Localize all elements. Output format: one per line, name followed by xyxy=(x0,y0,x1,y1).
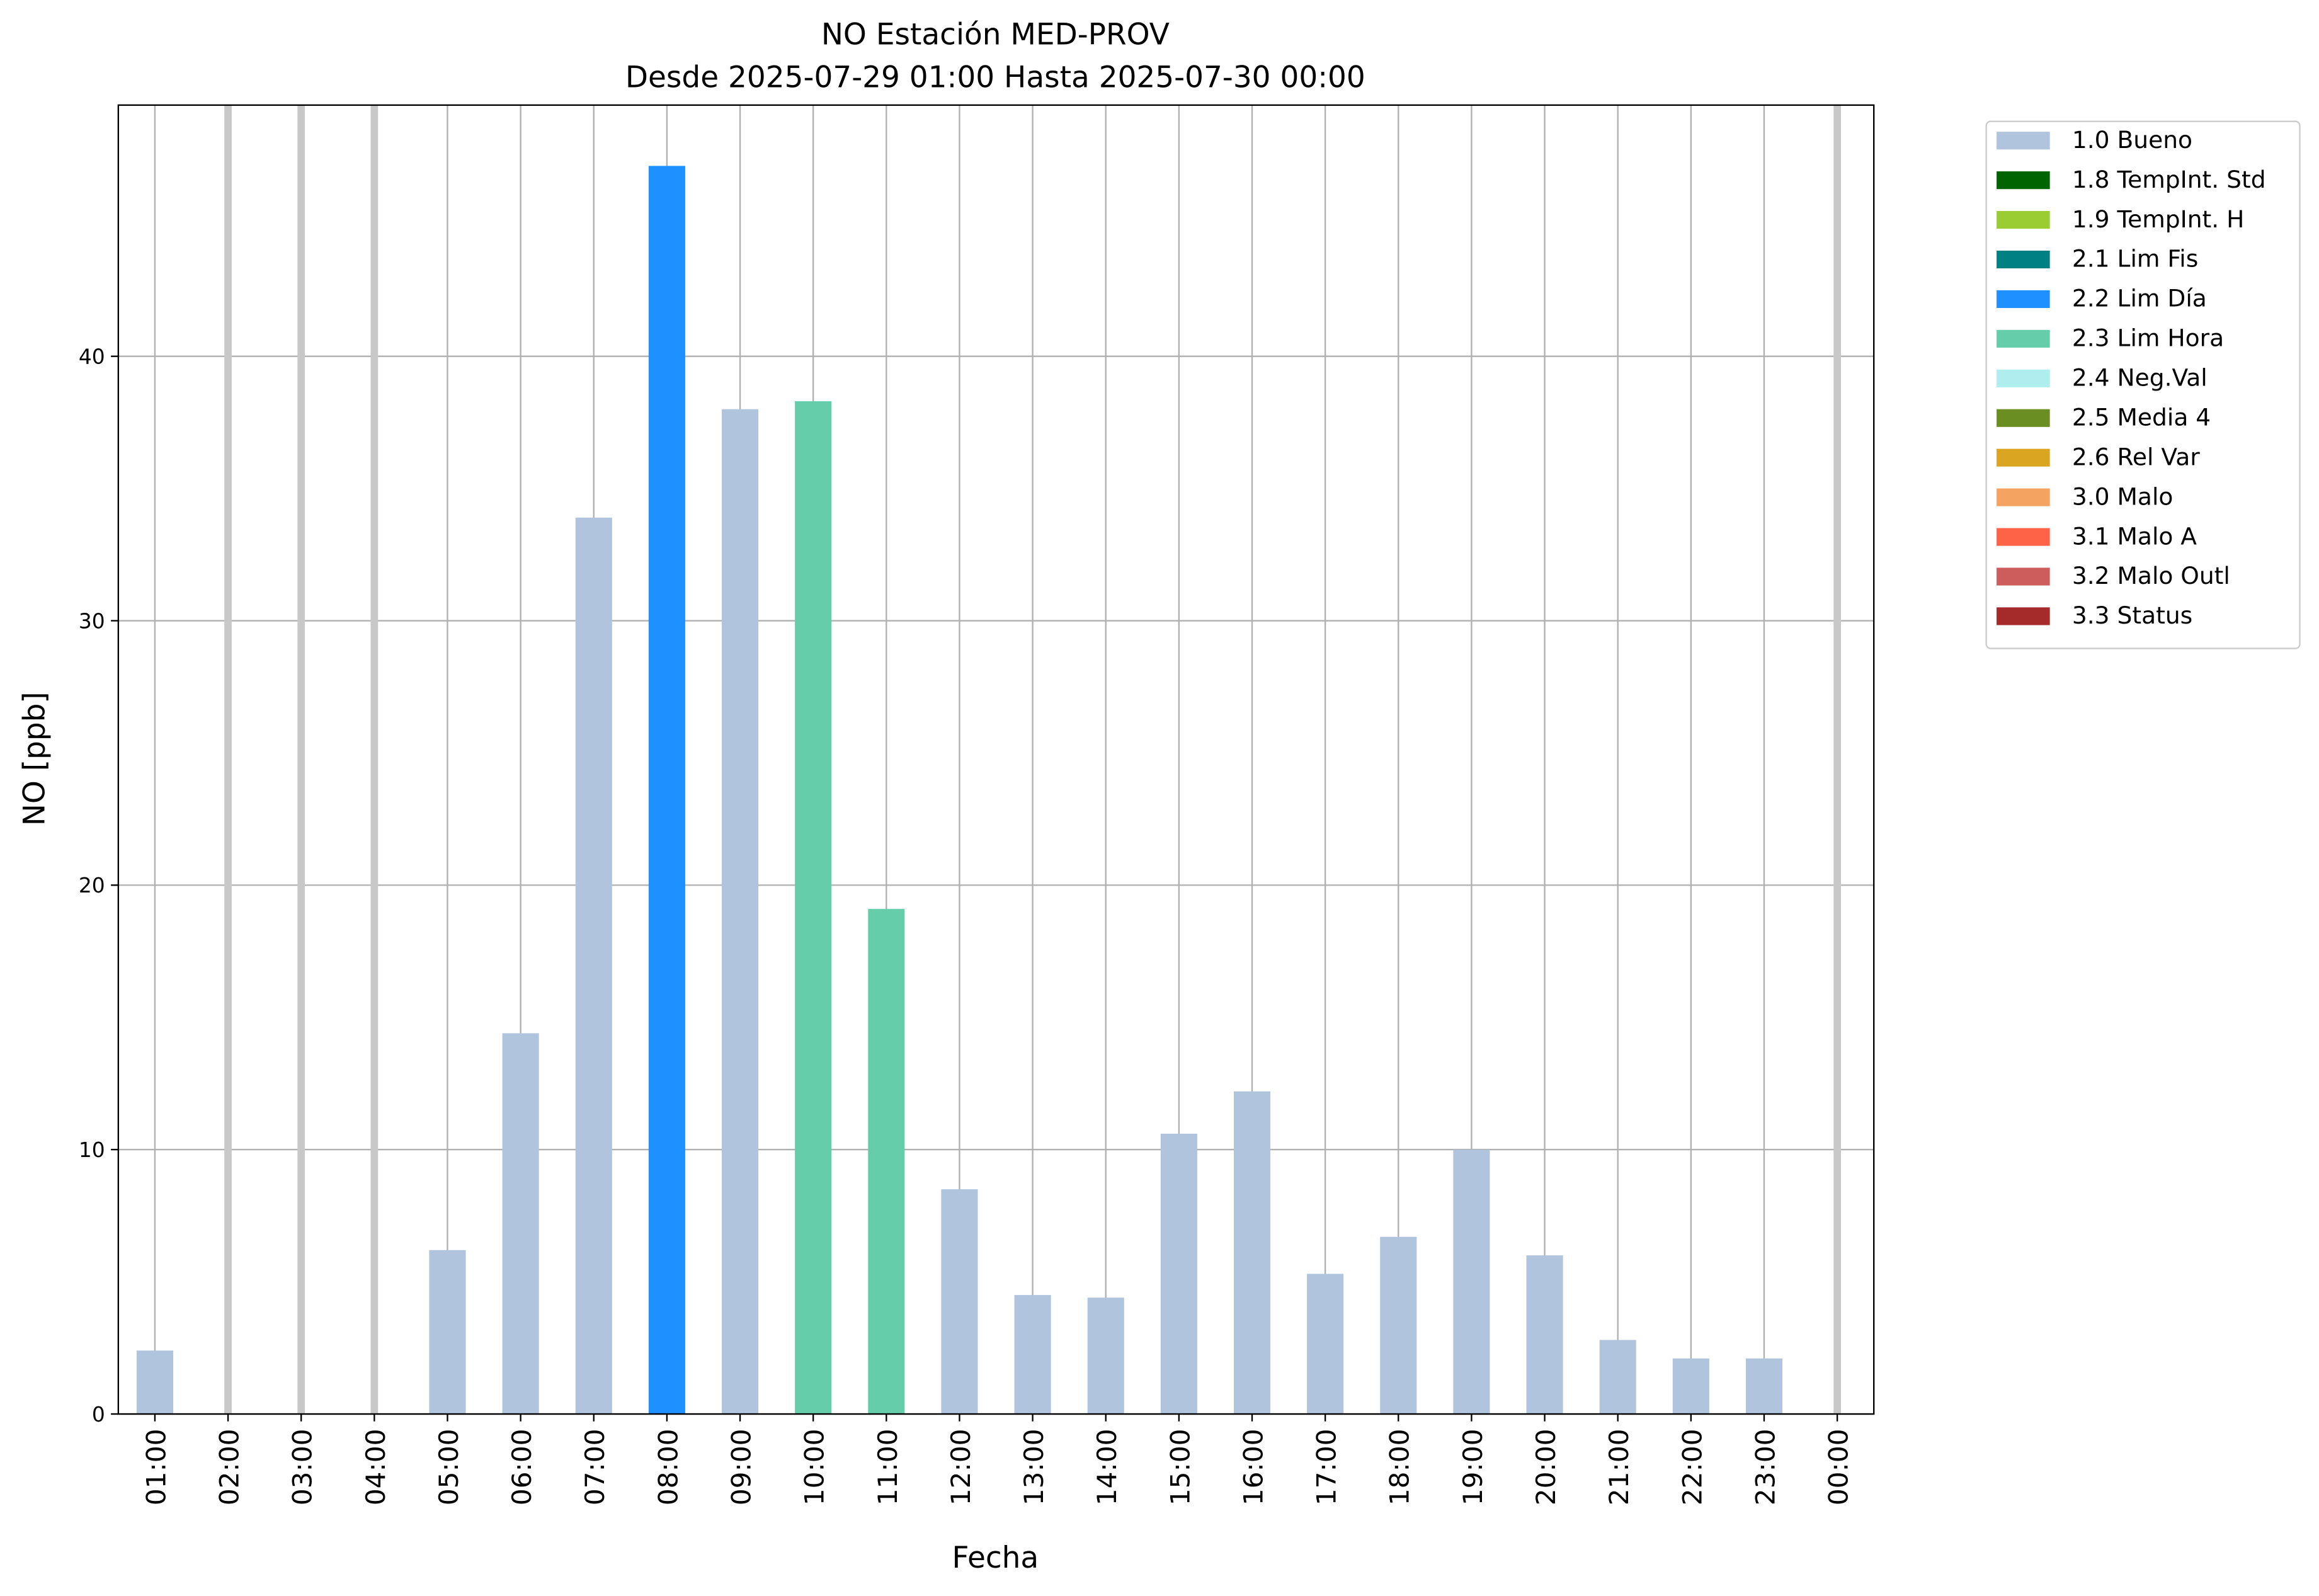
x-tick-label: 12:00 xyxy=(945,1429,976,1506)
x-tick-label: 08:00 xyxy=(652,1429,683,1506)
y-tick-label: 30 xyxy=(79,608,105,633)
x-tick-label: 07:00 xyxy=(579,1429,610,1506)
legend-swatch xyxy=(1997,448,2050,467)
bar xyxy=(136,1350,173,1415)
x-tick-label: 09:00 xyxy=(726,1429,756,1506)
legend-label: 2.3 Lim Hora xyxy=(2072,324,2224,352)
plot-frame xyxy=(117,104,1875,1415)
legend-label: 1.9 TempInt. H xyxy=(2072,205,2245,233)
legend-label: 2.5 Media 4 xyxy=(2072,403,2211,431)
legend-label: 2.2 Lim Día xyxy=(2072,285,2207,312)
y-tick-label: 20 xyxy=(79,873,105,898)
bar xyxy=(941,1189,978,1415)
x-tick-label: 04:00 xyxy=(360,1429,391,1506)
legend-swatch xyxy=(1997,607,2050,625)
legend-label: 3.2 Malo Outl xyxy=(2072,562,2230,590)
bar xyxy=(1233,1091,1271,1415)
legend-swatch xyxy=(1997,290,2050,309)
legend-swatch xyxy=(1997,488,2050,506)
bar xyxy=(1160,1134,1197,1415)
legend-swatch xyxy=(1997,132,2050,150)
y-tick-label: 40 xyxy=(79,344,105,368)
bar xyxy=(1453,1149,1490,1415)
x-tick-label: 19:00 xyxy=(1457,1429,1488,1506)
x-tick-label: 11:00 xyxy=(872,1429,903,1506)
bar xyxy=(575,517,612,1415)
legend-label: 2.1 Lim Fis xyxy=(2072,245,2198,273)
legend-swatch xyxy=(1997,528,2050,546)
bar xyxy=(868,909,905,1415)
bar xyxy=(1526,1255,1563,1415)
x-tick-label: 02:00 xyxy=(214,1429,245,1506)
bar xyxy=(722,409,759,1415)
x-tick-label: 14:00 xyxy=(1091,1429,1122,1506)
x-tick-label: 22:00 xyxy=(1677,1429,1707,1506)
x-tick-label: 06:00 xyxy=(506,1429,537,1506)
x-tick-label: 00:00 xyxy=(1823,1429,1854,1506)
bar xyxy=(1599,1340,1636,1415)
bar xyxy=(1307,1274,1344,1415)
legend-box xyxy=(1985,120,2301,649)
x-tick-label: 03:00 xyxy=(287,1429,318,1506)
legend-label: 2.4 Neg.Val xyxy=(2072,364,2208,392)
legend-label: 3.3 Status xyxy=(2072,601,2192,629)
legend-swatch xyxy=(1997,409,2050,427)
x-axis-label: Fecha xyxy=(952,1541,1039,1575)
x-tick-label: 21:00 xyxy=(1604,1429,1634,1506)
legend-swatch xyxy=(1997,369,2050,387)
chart-title: NO Estación MED-PROV xyxy=(821,18,1170,52)
bar xyxy=(1014,1295,1051,1415)
bar xyxy=(1745,1358,1783,1415)
bar xyxy=(1087,1297,1124,1415)
legend-label: 1.0 Bueno xyxy=(2072,126,2192,154)
bar xyxy=(1380,1236,1417,1415)
legend-swatch xyxy=(1997,171,2050,190)
legend-label: 1.8 TempInt. Std xyxy=(2072,166,2266,193)
legend-swatch xyxy=(1997,329,2050,348)
x-tick-label: 10:00 xyxy=(799,1429,830,1506)
x-tick-label: 23:00 xyxy=(1750,1429,1781,1506)
x-tick-label: 05:00 xyxy=(433,1429,464,1506)
legend-swatch xyxy=(1997,567,2050,586)
bar xyxy=(1672,1358,1709,1415)
legend-label: 3.1 Malo A xyxy=(2072,522,2197,550)
legend-swatch xyxy=(1997,210,2050,229)
x-tick-label: 18:00 xyxy=(1384,1429,1415,1506)
legend-swatch xyxy=(1997,250,2050,269)
y-tick-label: 10 xyxy=(79,1137,105,1162)
y-axis-label: NO [ppb] xyxy=(17,692,52,826)
chart-subtitle: Desde 2025-07-29 01:00 Hasta 2025-07-30 … xyxy=(625,60,1365,95)
y-tick-label: 0 xyxy=(92,1402,105,1427)
bar xyxy=(648,166,685,1415)
x-tick-label: 16:00 xyxy=(1238,1429,1268,1506)
x-tick-label: 17:00 xyxy=(1311,1429,1342,1506)
x-tick-label: 20:00 xyxy=(1530,1429,1561,1506)
bar xyxy=(429,1250,466,1415)
legend-label: 3.0 Malo xyxy=(2072,482,2174,510)
x-tick-label: 13:00 xyxy=(1018,1429,1049,1506)
bar xyxy=(795,401,832,1415)
x-tick-label: 01:00 xyxy=(140,1429,171,1506)
bar xyxy=(502,1033,539,1415)
legend-label: 2.6 Rel Var xyxy=(2072,443,2200,470)
x-tick-label: 15:00 xyxy=(1165,1429,1195,1506)
